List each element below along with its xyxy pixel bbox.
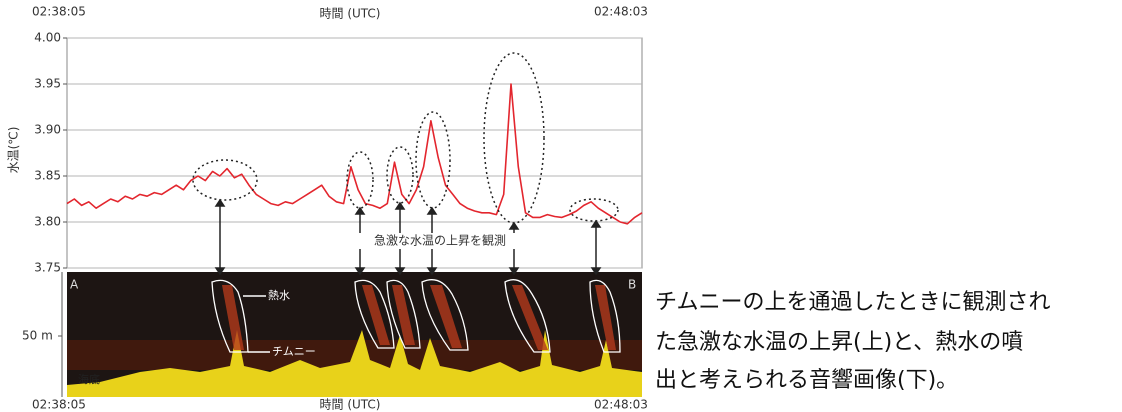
caption-line: チムニーの上を通過したときに観測され <box>655 290 1051 315</box>
annotation: 急激な水温の上昇を観測 <box>374 233 506 248</box>
plume-label: 熱水 <box>268 289 290 302</box>
echogram-x-left: 02:38:05 <box>32 398 86 412</box>
caption-line: 出と考えられる音響画像(下)。 <box>655 368 958 393</box>
y-axis-title: 水温(℃) <box>7 127 21 174</box>
plot-area: 4.00 3.95 3.90 3.85 3.80 3.75 <box>34 31 642 275</box>
depth-label: 50 m <box>22 329 53 343</box>
echogram-corner-a: A <box>70 278 79 292</box>
page: {"chart_data": {"type": "line", "x_label… <box>0 0 1122 412</box>
y-tick-label: 3.85 <box>34 169 61 183</box>
caption-line: た急激な水温の上昇(上)と、熱水の噴 <box>655 330 1023 355</box>
figure: A B 熱水 チムニー 海底 50 m 02:38:05 時間 (UTC) 02… <box>0 0 1122 412</box>
echogram-corner-b: B <box>628 278 636 292</box>
y-tick-label: 3.90 <box>34 123 61 137</box>
y-tick-label: 3.75 <box>34 261 61 275</box>
seafloor-label: 海底 <box>78 372 100 386</box>
y-tick-label: 3.95 <box>34 77 61 91</box>
x-label-top-right: 02:48:03 <box>594 5 648 19</box>
x-label-top-left: 02:38:05 <box>32 5 86 19</box>
echogram-x-right: 02:48:03 <box>594 398 648 412</box>
y-tick-label: 4.00 <box>34 31 61 45</box>
y-tick-label: 3.80 <box>34 215 61 229</box>
chimney-label: チムニー <box>272 345 316 358</box>
echogram-x-label: 時間 (UTC) <box>320 398 381 412</box>
echogram: A B 熱水 チムニー 海底 50 m 02:38:05 時間 (UTC) 02… <box>22 272 648 412</box>
x-axis-title: 時間 (UTC) <box>320 7 381 21</box>
